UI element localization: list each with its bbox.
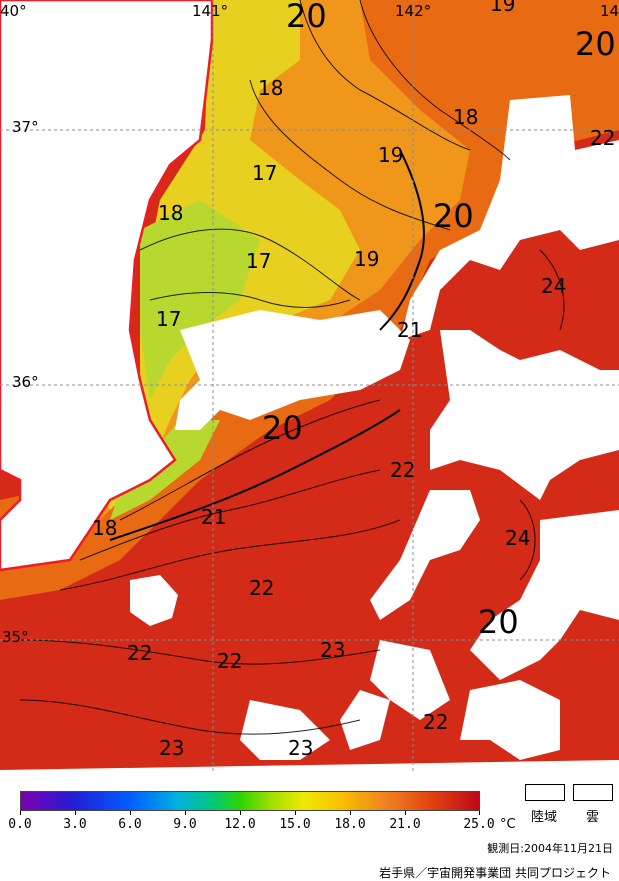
cloud-legend-label: 雲 bbox=[586, 810, 600, 825]
map-canvas bbox=[0, 0, 619, 771]
colorbar-tick bbox=[479, 811, 480, 815]
contour-label: 20 bbox=[575, 25, 616, 63]
colorbar-tick-label: 3.0 bbox=[63, 817, 87, 832]
contour-label: 20 bbox=[262, 409, 303, 447]
contour-label: 17 bbox=[246, 249, 272, 273]
colorbar-tick bbox=[20, 811, 21, 815]
colorbar-tick bbox=[295, 811, 296, 815]
lat-label-36: 36° bbox=[12, 373, 39, 391]
sea-surface-temperature-map: 40° 141° 142° 14 37° 36° 35° 20 19 20 18… bbox=[0, 0, 619, 771]
contour-label: 20 bbox=[478, 603, 519, 641]
lon-label-140: 40° bbox=[0, 2, 27, 20]
contour-label: 20 bbox=[433, 197, 474, 235]
lat-lon-grid bbox=[0, 0, 619, 771]
cloud-legend-swatch bbox=[573, 784, 613, 801]
contour-label: 22 bbox=[217, 649, 243, 673]
colorbar-tick-label: 6.0 bbox=[118, 817, 142, 832]
contour-label: 18 bbox=[158, 201, 184, 225]
lon-label-143: 14 bbox=[600, 2, 619, 20]
colorbar-tick-label: 0.0 bbox=[8, 817, 32, 832]
temperature-colorbar bbox=[20, 791, 480, 811]
observation-date: 観測日:2004年11月21日 bbox=[487, 842, 613, 855]
contour-label: 23 bbox=[320, 638, 346, 662]
sea-greenish-zone-south bbox=[110, 420, 220, 520]
colorbar-tick bbox=[350, 811, 351, 815]
lon-label-142: 142° bbox=[395, 2, 432, 20]
cloud-cover bbox=[0, 95, 619, 771]
contour-label: 22 bbox=[249, 576, 275, 600]
lon-label-141: 141° bbox=[192, 2, 229, 20]
isotherm-20-south bbox=[109, 409, 401, 541]
sea-greenish-zone bbox=[140, 200, 260, 400]
contour-label: 23 bbox=[159, 736, 185, 760]
contour-label: 18 bbox=[453, 105, 479, 129]
contour-label: 17 bbox=[252, 161, 278, 185]
contour-label: 20 bbox=[286, 0, 327, 35]
contour-label: 21 bbox=[397, 318, 423, 342]
temperature-unit: °C bbox=[500, 817, 516, 832]
colorbar-tick-label: 9.0 bbox=[173, 817, 197, 832]
colorbar-tick bbox=[240, 811, 241, 815]
contour-label: 24 bbox=[505, 526, 531, 550]
colorbar-tick-label: 18.0 bbox=[334, 817, 366, 832]
isotherm-contours bbox=[19, 0, 565, 735]
colorbar-tick bbox=[405, 811, 406, 815]
land-honshu bbox=[0, 0, 214, 572]
colorbar-tick-label: 25.0 bbox=[463, 817, 495, 832]
colorbar-tick bbox=[130, 811, 131, 815]
contour-label: 17 bbox=[156, 307, 182, 331]
colorbar-tick-label: 15.0 bbox=[279, 817, 311, 832]
contour-label: 19 bbox=[354, 247, 380, 271]
colorbar-tick-label: 21.0 bbox=[389, 817, 421, 832]
contour-label: 23 bbox=[288, 736, 314, 760]
contour-label: 21 bbox=[201, 505, 227, 529]
contour-label: 18 bbox=[258, 76, 284, 100]
lat-label-35: 35° bbox=[2, 628, 29, 646]
lat-label-37: 37° bbox=[12, 118, 39, 136]
contour-label: 24 bbox=[541, 274, 567, 298]
contour-label: 18 bbox=[92, 516, 118, 540]
credit-text: 岩手県／宇宙開発事業団 共同プロジェクト bbox=[379, 866, 611, 880]
contour-label: 19 bbox=[490, 0, 516, 16]
land-legend-label: 陸域 bbox=[531, 810, 558, 825]
contour-label: 22 bbox=[590, 126, 616, 150]
contour-label: 22 bbox=[390, 458, 416, 482]
colorbar-tick-label: 12.0 bbox=[224, 817, 256, 832]
isotherm-20-north bbox=[379, 149, 425, 331]
colorbar-tick bbox=[75, 811, 76, 815]
contour-label: 22 bbox=[423, 710, 449, 734]
colorbar-tick bbox=[185, 811, 186, 815]
land-legend-swatch bbox=[525, 784, 565, 801]
contour-label: 19 bbox=[378, 143, 404, 167]
contour-label: 22 bbox=[127, 641, 153, 665]
